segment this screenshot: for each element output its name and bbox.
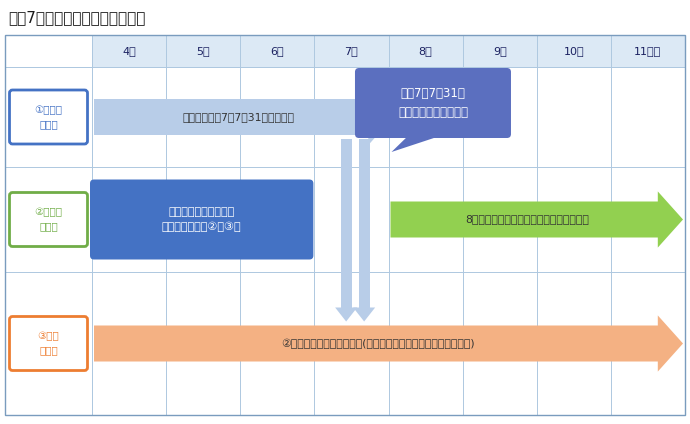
- Text: 8月: 8月: [419, 46, 433, 56]
- Text: 令和7年度の保険証スケジュール: 令和7年度の保険証スケジュール: [8, 11, 146, 25]
- Bar: [92, 35, 685, 67]
- Polygon shape: [353, 307, 375, 321]
- Text: 5月: 5月: [197, 46, 210, 56]
- Polygon shape: [335, 307, 357, 321]
- Text: 令和7年7月31日
保険証の有効期間終了: 令和7年7月31日 保険証の有効期間終了: [398, 87, 468, 119]
- Text: ③資格
確認書: ③資格 確認書: [38, 332, 59, 355]
- Polygon shape: [94, 89, 393, 145]
- FancyBboxPatch shape: [10, 90, 88, 144]
- FancyBboxPatch shape: [10, 316, 88, 371]
- Bar: [341, 139, 352, 307]
- Polygon shape: [391, 191, 683, 248]
- Text: 引き続き令和7年7月31日まで有効: 引き続き令和7年7月31日まで有効: [183, 112, 295, 122]
- Text: 6月: 6月: [270, 46, 284, 56]
- Text: 7月: 7月: [344, 46, 358, 56]
- Text: ②を持っていない方へ発行(保険証と同じように毎年更新の予定): ②を持っていない方へ発行(保険証と同じように毎年更新の予定): [282, 338, 475, 349]
- Text: 11月〜: 11月〜: [634, 46, 662, 56]
- Bar: [5, 35, 685, 415]
- Text: ②マイナ
保険証: ②マイナ 保険証: [34, 207, 63, 232]
- FancyBboxPatch shape: [355, 68, 511, 138]
- Polygon shape: [94, 315, 683, 371]
- Text: 10月: 10月: [564, 46, 584, 56]
- Text: ①現行の
保険証: ①現行の 保険証: [34, 105, 63, 129]
- Polygon shape: [391, 134, 446, 152]
- Bar: [5, 67, 685, 415]
- FancyBboxPatch shape: [10, 192, 88, 246]
- Text: 9月: 9月: [493, 46, 506, 56]
- Text: 8月までに「資格確認のお知らせ」を発行: 8月までに「資格確認のお知らせ」を発行: [465, 215, 589, 224]
- Text: 4月: 4月: [122, 46, 136, 56]
- FancyBboxPatch shape: [90, 179, 313, 259]
- Bar: [359, 139, 370, 307]
- Text: 住所変更や負担割合の
変更があれば、②か③へ: 住所変更や負担割合の 変更があれば、②か③へ: [162, 207, 241, 232]
